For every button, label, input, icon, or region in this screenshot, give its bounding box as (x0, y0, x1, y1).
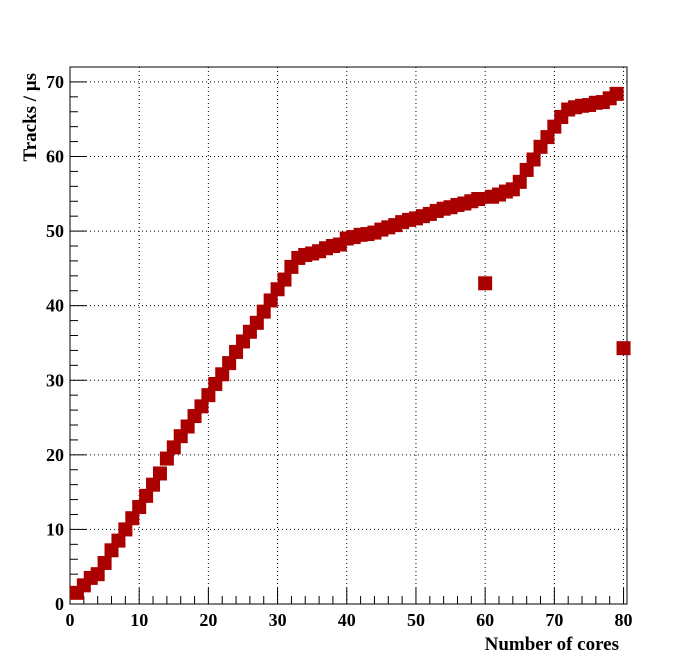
y-tick-label: 60 (46, 147, 64, 167)
y-tick-label: 20 (46, 445, 64, 465)
y-tick-label: 30 (46, 370, 64, 390)
data-point (512, 174, 527, 189)
data-point (125, 511, 140, 526)
data-point (194, 399, 209, 414)
x-tick-label: 40 (338, 610, 356, 630)
x-tick-label: 20 (199, 610, 217, 630)
y-axis-title: Tracks / μs (20, 73, 41, 162)
x-axis-title: Number of cores (485, 634, 619, 655)
data-point (152, 466, 167, 481)
data-point (97, 555, 112, 570)
x-tick-label: 60 (476, 610, 494, 630)
x-tick-label: 70 (545, 610, 563, 630)
y-tick-label: 40 (46, 296, 64, 316)
x-tick-label: 10 (130, 610, 148, 630)
data-point (222, 356, 237, 371)
data-point (201, 388, 216, 403)
data-point (263, 293, 278, 308)
data-point (526, 152, 541, 167)
y-tick-label: 50 (46, 221, 64, 241)
data-point (471, 192, 486, 207)
data-point (256, 304, 271, 319)
x-tick-label: 50 (407, 610, 425, 630)
y-tick-label: 70 (46, 72, 64, 92)
data-points (69, 86, 631, 600)
data-point (118, 522, 133, 537)
data-point (159, 451, 174, 466)
x-tick-label: 30 (269, 610, 287, 630)
data-point (166, 440, 181, 455)
data-point (132, 500, 147, 515)
data-point (90, 567, 105, 582)
grid (70, 67, 627, 604)
data-point (249, 315, 264, 330)
y-tick-label: 10 (46, 519, 64, 539)
tick-labels: 0 10 20 30 40 50 60 70 80 0 10 20 30 40 50 60 70 (46, 72, 633, 630)
data-point (139, 488, 154, 503)
data-point (215, 367, 230, 382)
data-point (616, 341, 631, 356)
data-point (277, 272, 292, 287)
x-tick-label: 0 (66, 610, 75, 630)
data-point (609, 86, 624, 101)
data-point (146, 477, 161, 492)
data-point (478, 276, 493, 291)
x-tick-label: 80 (615, 610, 633, 630)
y-tick-label: 0 (55, 594, 64, 614)
data-point (111, 533, 126, 548)
